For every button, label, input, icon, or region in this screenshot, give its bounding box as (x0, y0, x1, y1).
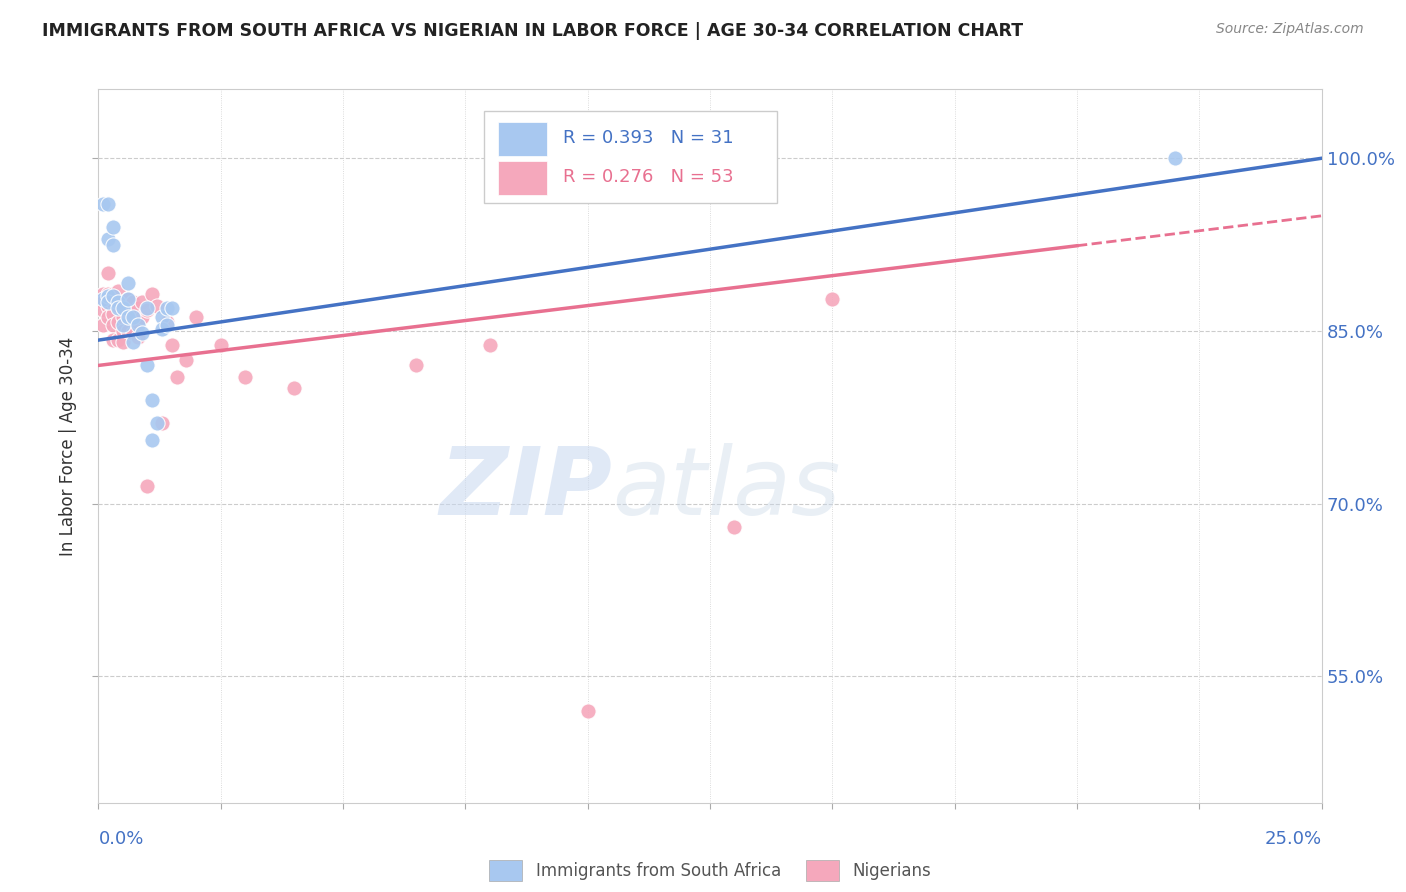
Point (136, 303, 159, 318)
Point (127, 301, 149, 315)
Text: IMMIGRANTS FROM SOUTH AFRICA VS NIGERIAN IN LABOR FORCE | AGE 30-34 CORRELATION : IMMIGRANTS FROM SOUTH AFRICA VS NIGERIAN… (42, 22, 1024, 40)
Point (283, 381, 305, 395)
Point (97, 295, 120, 310)
Point (117, 324, 139, 338)
Point (121, 310, 143, 324)
Point (131, 310, 153, 324)
Point (101, 220, 124, 235)
Point (101, 333, 124, 347)
Point (127, 318, 149, 333)
Point (91, 292, 114, 306)
Point (97, 289, 120, 303)
Point (131, 326, 153, 341)
Text: atlas: atlas (612, 443, 841, 534)
Text: R = 0.276   N = 53: R = 0.276 N = 53 (564, 169, 734, 186)
Point (111, 301, 134, 315)
Point (97, 299, 120, 313)
Text: 25.0%: 25.0% (1264, 830, 1322, 847)
Point (121, 295, 143, 310)
Point (121, 335, 143, 350)
Point (723, 519, 745, 533)
Point (136, 359, 159, 373)
Point (107, 299, 129, 313)
Point (91, 318, 114, 333)
Point (117, 292, 139, 306)
Point (107, 301, 129, 315)
Point (101, 289, 124, 303)
Point (97, 292, 120, 306)
Point (176, 352, 198, 367)
Point (160, 337, 183, 351)
Point (146, 299, 169, 313)
Text: 0.0%: 0.0% (98, 830, 143, 847)
Text: R = 0.393   N = 31: R = 0.393 N = 31 (564, 129, 734, 147)
Point (141, 392, 163, 407)
Point (156, 318, 179, 333)
Y-axis label: In Labor Force | Age 30-34: In Labor Force | Age 30-34 (59, 336, 77, 556)
Point (405, 359, 427, 373)
Point (117, 307, 139, 321)
Point (101, 318, 124, 333)
Point (121, 326, 143, 341)
Point (91, 303, 114, 318)
Point (478, 337, 501, 351)
Point (97, 310, 120, 324)
Point (101, 287, 124, 301)
Point (146, 416, 169, 430)
Point (107, 315, 129, 329)
Point (166, 370, 188, 384)
Point (97, 232, 120, 246)
Point (1164, 151, 1187, 165)
Point (107, 284, 129, 298)
Point (117, 292, 139, 306)
Point (101, 307, 124, 321)
Point (117, 276, 139, 290)
Point (136, 479, 159, 493)
Point (136, 301, 159, 315)
Point (111, 324, 134, 338)
Point (156, 315, 179, 329)
Text: ZIP: ZIP (439, 442, 612, 535)
Point (127, 329, 149, 343)
Point (91, 295, 114, 310)
Point (111, 295, 134, 310)
Point (150, 416, 173, 430)
FancyBboxPatch shape (484, 111, 778, 203)
Point (160, 301, 183, 315)
Point (821, 292, 844, 306)
Point (101, 237, 124, 252)
Point (91, 292, 114, 306)
Point (150, 310, 173, 324)
Point (91, 287, 114, 301)
Point (97, 197, 120, 211)
Point (233, 370, 256, 384)
Point (111, 310, 134, 324)
Point (97, 266, 120, 280)
Point (121, 310, 143, 324)
FancyBboxPatch shape (498, 122, 547, 156)
Point (91, 197, 114, 211)
Point (107, 333, 129, 347)
Point (150, 321, 173, 335)
Point (117, 310, 139, 324)
Point (97, 287, 120, 301)
Text: Source: ZipAtlas.com: Source: ZipAtlas.com (1216, 22, 1364, 37)
Point (141, 287, 163, 301)
Point (156, 301, 179, 315)
Point (107, 295, 129, 310)
Point (111, 318, 134, 333)
Point (209, 337, 232, 351)
Point (101, 295, 124, 310)
Point (131, 295, 153, 310)
Point (141, 434, 163, 448)
Point (127, 315, 149, 329)
Point (111, 335, 134, 350)
Point (117, 292, 139, 306)
Point (186, 310, 208, 324)
FancyBboxPatch shape (498, 161, 547, 195)
Legend: Immigrants from South Africa, Nigerians: Immigrants from South Africa, Nigerians (482, 854, 938, 888)
Point (576, 704, 599, 718)
